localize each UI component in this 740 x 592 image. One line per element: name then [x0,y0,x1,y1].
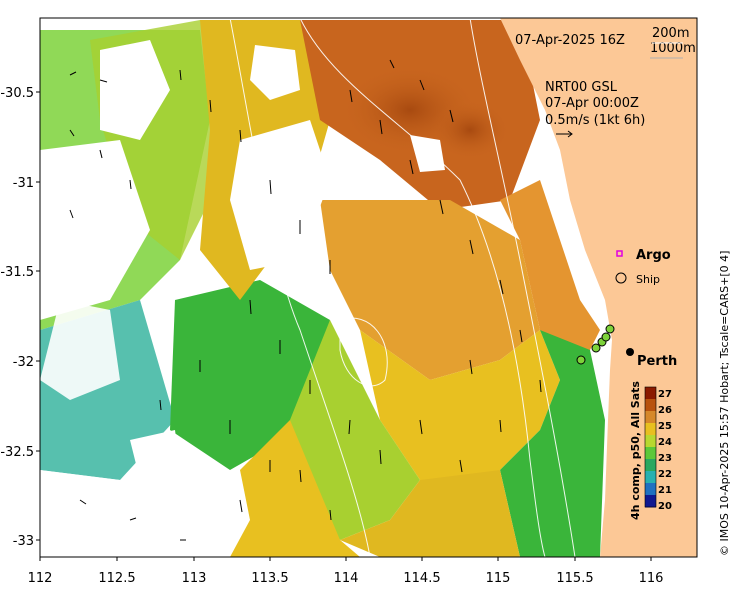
colorbar-tick-label: 23 [658,453,672,464]
y-tick-label: -30.5 [0,86,34,101]
x-tick-label: 115.5 [556,571,593,586]
colorbar-swatch [645,459,656,472]
colorbar: 27 26 25 24 23 22 21 20 [644,386,672,512]
x-tick-label: 115 [486,571,511,586]
ship-markers [576,324,615,365]
argo-label: Argo [636,248,671,263]
colorbar-tick-label: 22 [658,469,672,480]
y-tick-label: -33 [13,534,34,549]
plot-frame [39,17,698,558]
current-source: NRT00 GSL [545,80,618,95]
colorbar-swatch [645,447,656,460]
x-tick-label: 114.5 [403,571,440,586]
x-axis: 112 112.5 113 113.5 114 114.5 115 115.5 116 [28,557,664,586]
scale-arrow [556,130,573,138]
argo-symbol [616,250,623,257]
current-scale: 0.5m/s (1kt 6h) [545,113,645,128]
x-tick-label: 112 [28,571,53,586]
colorbar-swatch [645,399,656,412]
y-tick-label: -31.5 [0,265,34,280]
colorbar-frame [644,386,657,508]
colorbar-title: 4h comp, p50, All Sats [629,381,642,520]
colorbar-tick-label: 20 [658,501,672,512]
y-axis: -30.5 -31 -31.5 -32 -32.5 -33 [0,86,40,549]
x-tick-label: 116 [639,571,664,586]
colorbar-swatch [645,435,656,448]
date-label: 07-Apr-2025 16Z [515,33,625,48]
y-tick-label: -32.5 [0,445,34,460]
plot-area [40,18,697,557]
perth-label: Perth [637,354,677,369]
ship-label: Ship [636,273,660,286]
colorbar-tick-label: 24 [658,437,672,448]
sst-field [40,20,605,557]
colorbar-swatch [645,495,656,508]
current-arrows [69,59,542,541]
colorbar-swatch [645,471,656,484]
x-tick-label: 113 [182,571,207,586]
colorbar-swatch [645,411,656,424]
colorbar-tick-label: 26 [658,405,672,416]
ship-symbol [615,272,627,284]
contour-label-1000m: 1000m [650,41,696,56]
credit-text: © IMOS 10-Apr-2025 15:57 Hobart; Tscale=… [718,251,731,556]
colorbar-swatch [645,387,656,400]
current-time: 07-Apr 00:00Z [545,96,639,111]
colorbar-swatch [645,483,656,496]
colorbar-tick-label: 27 [658,389,672,400]
x-tick-label: 113.5 [251,571,288,586]
y-tick-label: -32 [13,355,34,370]
x-tick-label: 114 [334,571,359,586]
colorbar-swatch [645,423,656,436]
x-tick-label: 112.5 [98,571,135,586]
colorbar-tick-label: 25 [658,421,672,432]
y-tick-label: -31 [13,176,34,191]
colorbar-tick-label: 21 [658,485,672,496]
contour-label-200m: 200m [652,26,689,41]
perth-marker [626,348,634,356]
bathymetry-contours [229,18,576,557]
